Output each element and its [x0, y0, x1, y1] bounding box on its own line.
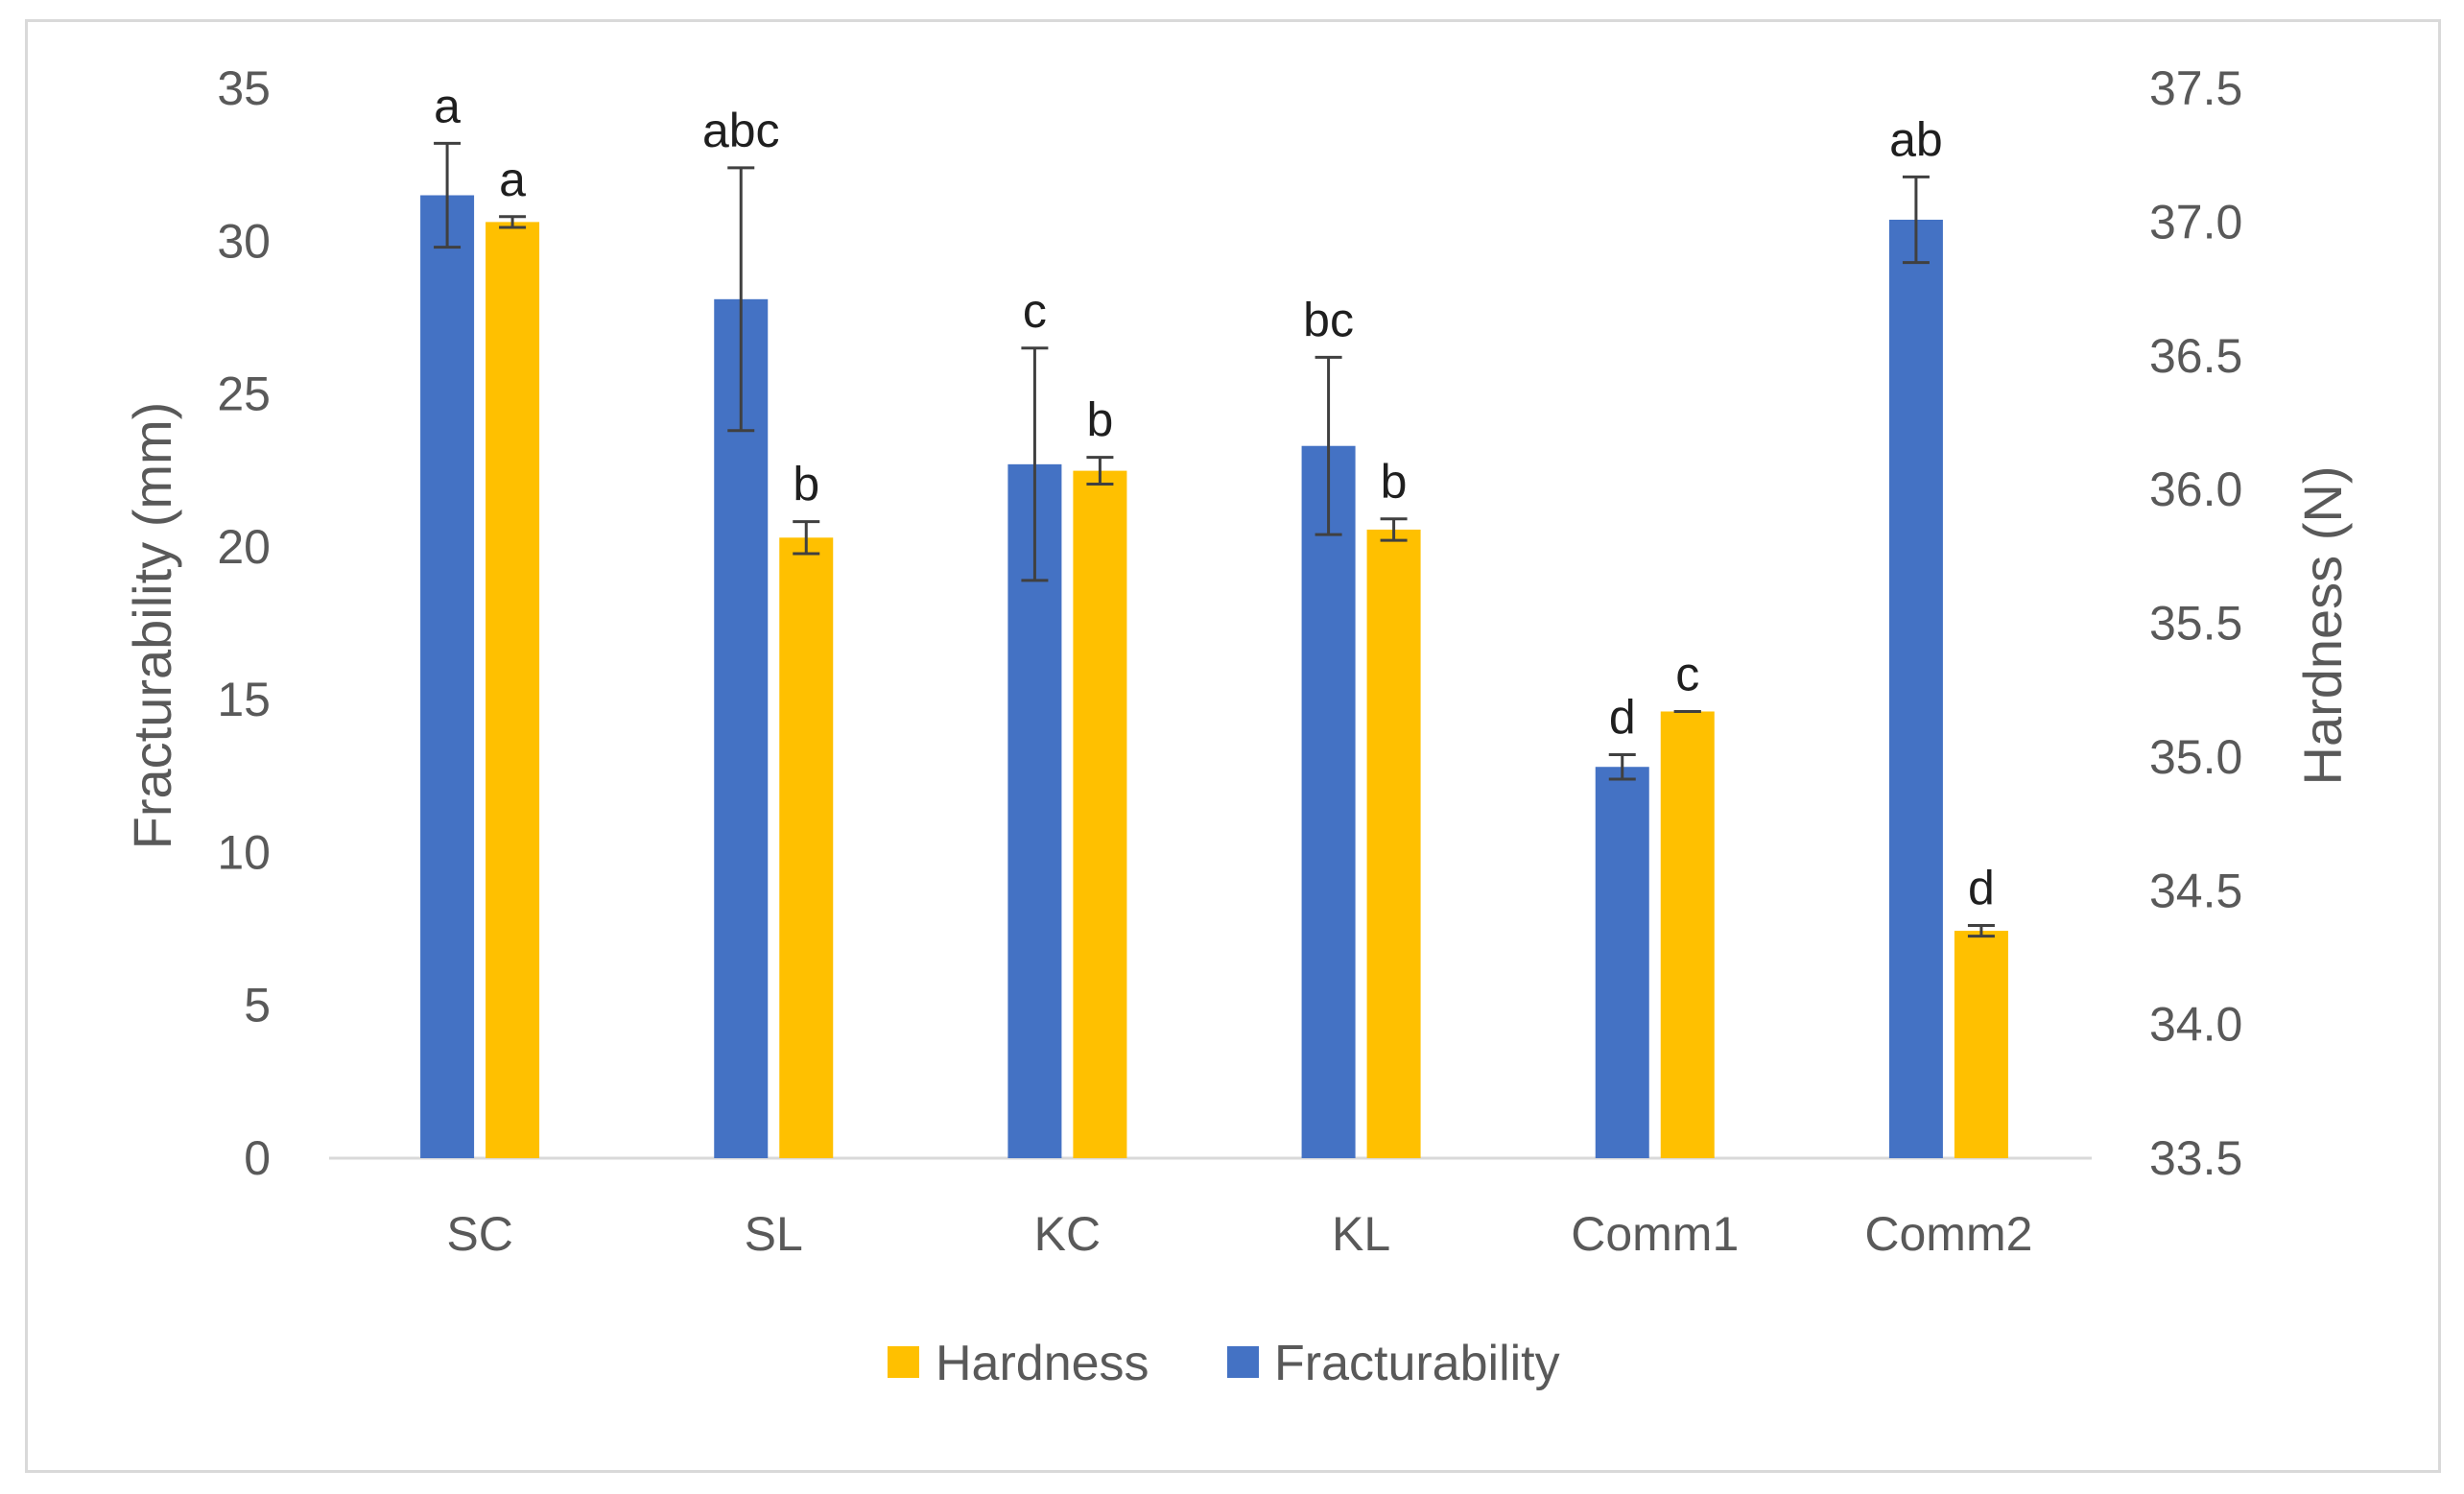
bar-fracturability-kl [1301, 445, 1356, 1158]
y-left-tick-label: 25 [217, 368, 271, 421]
error-bar-fracturability-sc [434, 141, 462, 249]
bars [420, 195, 2008, 1158]
significance-letter-hardness: a [499, 153, 526, 206]
legend-label-hardness: Hardness [936, 1336, 1149, 1391]
legend-label-fracturability: Fracturability [1274, 1336, 1560, 1391]
bar-fracturability-sc [420, 195, 475, 1158]
y-right-tick-label: 37.0 [2149, 195, 2242, 249]
y-left-tick-label: 10 [217, 825, 271, 879]
error-bar-fracturability-kl [1315, 355, 1342, 536]
y-right-tick-label: 36.5 [2149, 329, 2242, 383]
error-bar-hardness-kl [1380, 517, 1408, 542]
y-right-tick-label: 35.5 [2149, 597, 2242, 651]
legend-swatch-fracturability [1227, 1346, 1259, 1378]
category-label: SC [446, 1207, 512, 1261]
significance-letter-hardness: b [793, 458, 819, 511]
left-axis-ticks: 0 5 10 15 20 25 30 35 [217, 61, 271, 1185]
significance-letter-hardness: d [1968, 861, 1995, 914]
bar-hardness-kl [1366, 529, 1421, 1158]
right-axis-ticks: 33.5 34.0 34.5 35.0 35.5 36.0 36.5 37.0 37.5 [2149, 61, 2242, 1185]
y-left-tick-label: 20 [217, 520, 271, 574]
y-right-tick-label: 33.5 [2149, 1131, 2242, 1185]
error-bar-fracturability-comm1 [1608, 752, 1636, 781]
error-bars [434, 141, 1995, 938]
bar-fracturability-comm2 [1888, 219, 1943, 1158]
legend-swatch-hardness [888, 1346, 919, 1378]
category-label: Comm1 [1571, 1207, 1739, 1261]
y-left-tick-label: 30 [217, 214, 271, 268]
y-left-tick-label: 0 [244, 1131, 271, 1185]
y-right-tick-label: 34.5 [2149, 864, 2242, 917]
y-left-tick-label: 15 [217, 673, 271, 726]
error-bar-hardness-sl [793, 520, 820, 556]
significance-letter-fracturability: c [1023, 284, 1047, 338]
error-bar-fracturability-sl [727, 166, 755, 433]
error-bar-hardness-kc [1086, 456, 1114, 486]
y-left-tick-label: 35 [217, 61, 271, 115]
significance-letter-fracturability: abc [702, 104, 780, 157]
bar-fracturability-sl [714, 298, 769, 1158]
significance-letter-fracturability: a [434, 79, 461, 132]
bar-hardness-kc [1073, 470, 1127, 1158]
category-label: KL [1332, 1207, 1390, 1261]
significance-letter-fracturability: d [1609, 690, 1636, 744]
significance-letter-hardness: b [1087, 393, 1114, 447]
y-axis-left-title: Fracturability (mm) [122, 402, 182, 850]
significance-letter-hardness: c [1675, 647, 1699, 700]
bar-hardness-sl [779, 537, 834, 1158]
y-right-tick-label: 34.0 [2149, 998, 2242, 1052]
bar-hardness-comm2 [1954, 931, 2008, 1158]
legend: Hardness Fracturability [888, 1336, 1560, 1391]
error-bar-hardness-sc [499, 215, 527, 229]
significance-letter-fracturability: ab [1889, 112, 1943, 166]
category-label: SL [745, 1207, 803, 1261]
error-bar-fracturability-comm2 [1902, 175, 1930, 265]
y-right-tick-label: 36.0 [2149, 462, 2242, 516]
error-bar-fracturability-kc [1021, 346, 1049, 582]
y-left-tick-label: 5 [244, 979, 271, 1032]
category-labels: SC SL KC KL Comm1 Comm2 [446, 1207, 2032, 1261]
bar-fracturability-comm1 [1595, 767, 1649, 1158]
error-bar-hardness-comm2 [1967, 923, 1995, 938]
y-axis-right-title: Hardness (N) [2292, 466, 2353, 786]
significance-letter-hardness: b [1381, 455, 1408, 509]
y-right-tick-label: 35.0 [2149, 730, 2242, 784]
bar-hardness-comm1 [1660, 711, 1715, 1158]
significance-letter-fracturability: bc [1303, 293, 1354, 346]
y-right-tick-label: 37.5 [2149, 61, 2242, 115]
category-label: Comm2 [1864, 1207, 2032, 1261]
bar-hardness-sc [486, 222, 540, 1158]
category-label: KC [1034, 1207, 1101, 1261]
